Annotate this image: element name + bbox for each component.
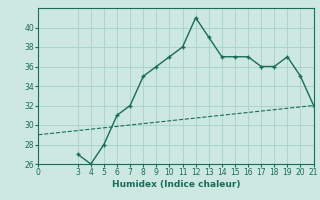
X-axis label: Humidex (Indice chaleur): Humidex (Indice chaleur) xyxy=(112,180,240,189)
